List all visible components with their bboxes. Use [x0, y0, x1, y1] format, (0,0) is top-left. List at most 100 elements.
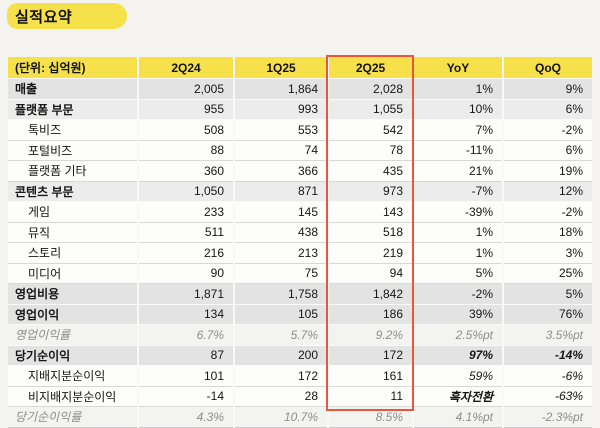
row-value: 2.5%pt — [413, 324, 504, 346]
row-value: 1,842 — [328, 283, 414, 305]
table-row-portalbiz: 포털비즈 88 74 78 -11% 6% — [8, 140, 592, 161]
row-label: 톡비즈 — [8, 119, 139, 141]
row-label: 당기순이익률 — [8, 406, 139, 428]
page-title-pill: 실적요약 — [7, 3, 127, 29]
row-value: 9% — [503, 78, 592, 100]
table-row-talkbiz: 톡비즈 508 553 542 7% -2% — [8, 119, 592, 141]
row-value: 5% — [413, 263, 504, 284]
row-value: 1,050 — [138, 181, 235, 202]
unit-label: (단위: 십억원) — [8, 57, 139, 79]
row-value: 78 — [328, 140, 414, 161]
table-row-platform-other: 플랫폼 기타 360 366 435 21% 19% — [8, 160, 592, 182]
row-value: 39% — [413, 304, 504, 325]
row-value: 871 — [234, 181, 329, 202]
row-value: 542 — [328, 119, 414, 141]
row-value: 6% — [503, 99, 592, 120]
row-value: 553 — [234, 119, 329, 141]
row-value: -14% — [503, 345, 592, 366]
row-value: 74 — [234, 140, 329, 161]
row-label: 영업이익 — [8, 304, 139, 325]
row-value: -39% — [413, 201, 504, 223]
row-value: 2,005 — [138, 78, 235, 100]
row-value: 172 — [328, 345, 414, 366]
row-label: 미디어 — [8, 263, 139, 284]
row-value: -2.3%pt — [503, 406, 592, 428]
row-value: 105 — [234, 304, 329, 325]
table-row-game: 게임 233 145 143 -39% -2% — [8, 201, 592, 223]
row-value: 143 — [328, 201, 414, 223]
table-row-platform: 플랫폼 부문 955 993 1,055 10% 6% — [8, 99, 592, 120]
row-label: 플랫폼 부문 — [8, 99, 139, 120]
row-value: 76% — [503, 304, 592, 325]
row-value: 12% — [503, 181, 592, 202]
column-header-qoq: QoQ — [503, 57, 592, 79]
row-value: 5% — [503, 283, 592, 305]
row-value: -6% — [503, 365, 592, 387]
row-value: 134 — [138, 304, 235, 325]
row-label: 뮤직 — [8, 222, 139, 243]
row-value: 94 — [328, 263, 414, 284]
row-value: 9.2% — [328, 324, 414, 346]
row-label: 지배지분순이익 — [8, 365, 139, 387]
row-value: 5.7% — [234, 324, 329, 346]
row-value: 18% — [503, 222, 592, 243]
row-value: 216 — [138, 242, 235, 264]
row-value: 97% — [413, 345, 504, 366]
table-row-story: 스토리 216 213 219 1% 3% — [8, 242, 592, 264]
table-row-net-profit: 당기순이익 87 200 172 97% -14% — [8, 345, 592, 366]
row-value: 90 — [138, 263, 235, 284]
row-value: 11 — [328, 386, 414, 407]
row-value: -2% — [503, 119, 592, 141]
row-value: 59% — [413, 365, 504, 387]
row-label: 게임 — [8, 201, 139, 223]
row-value: 1% — [413, 242, 504, 264]
row-value: 219 — [328, 242, 414, 264]
financials-table: (단위: 십억원) 2Q24 1Q25 2Q25 YoY QoQ 매출 2,00… — [8, 57, 592, 428]
row-value: 3.5%pt — [503, 324, 592, 346]
row-value: 87 — [138, 345, 235, 366]
row-value: 1,055 — [328, 99, 414, 120]
column-header-2q24: 2Q24 — [138, 57, 235, 79]
table-row-non-controlling-interest: 비지배지분순이익 -14 28 11 흑자전환 -63% — [8, 386, 592, 407]
table-row-operating-expenses: 영업비용 1,871 1,758 1,842 -2% 5% — [8, 283, 592, 305]
page-title: 실적요약 — [15, 8, 73, 26]
row-value: 518 — [328, 222, 414, 243]
table-row-music: 뮤직 511 438 518 1% 18% — [8, 222, 592, 243]
row-label: 포털비즈 — [8, 140, 139, 161]
row-value: -63% — [503, 386, 592, 407]
row-label: 당기순이익 — [8, 345, 139, 366]
row-value: 973 — [328, 181, 414, 202]
row-value: 10.7% — [234, 406, 329, 428]
row-value: 10% — [413, 99, 504, 120]
row-label: 영업비용 — [8, 283, 139, 305]
row-value: 172 — [234, 365, 329, 387]
row-value: 435 — [328, 160, 414, 182]
column-header-1q25: 1Q25 — [234, 57, 329, 79]
row-value: 508 — [138, 119, 235, 141]
row-label: 영업이익률 — [8, 324, 139, 346]
row-value: 1,871 — [138, 283, 235, 305]
row-value: 7% — [413, 119, 504, 141]
row-value: 2,028 — [328, 78, 414, 100]
row-value: 4.3% — [138, 406, 235, 428]
row-value: 88 — [138, 140, 235, 161]
row-label: 콘텐츠 부문 — [8, 181, 139, 202]
table-row-operating-margin: 영업이익률 6.7% 5.7% 9.2% 2.5%pt 3.5%pt — [8, 324, 592, 346]
row-label: 스토리 — [8, 242, 139, 264]
row-value: -2% — [413, 283, 504, 305]
row-value: 25% — [503, 263, 592, 284]
row-value: 511 — [138, 222, 235, 243]
table-row-revenue: 매출 2,005 1,864 2,028 1% 9% — [8, 78, 592, 100]
table-row-media: 미디어 90 75 94 5% 25% — [8, 263, 592, 284]
table-row-content: 콘텐츠 부문 1,050 871 973 -7% 12% — [8, 181, 592, 202]
row-label: 매출 — [8, 78, 139, 100]
row-value: 28 — [234, 386, 329, 407]
row-value: -2% — [503, 201, 592, 223]
row-value: 145 — [234, 201, 329, 223]
row-value: -14 — [138, 386, 235, 407]
table-row-net-margin: 당기순이익률 4.3% 10.7% 8.5% 4.1%pt -2.3%pt — [8, 406, 592, 428]
row-label: 플랫폼 기타 — [8, 160, 139, 182]
row-value: 흑자전환 — [413, 386, 504, 407]
row-value: 4.1%pt — [413, 406, 504, 428]
row-value: 21% — [413, 160, 504, 182]
